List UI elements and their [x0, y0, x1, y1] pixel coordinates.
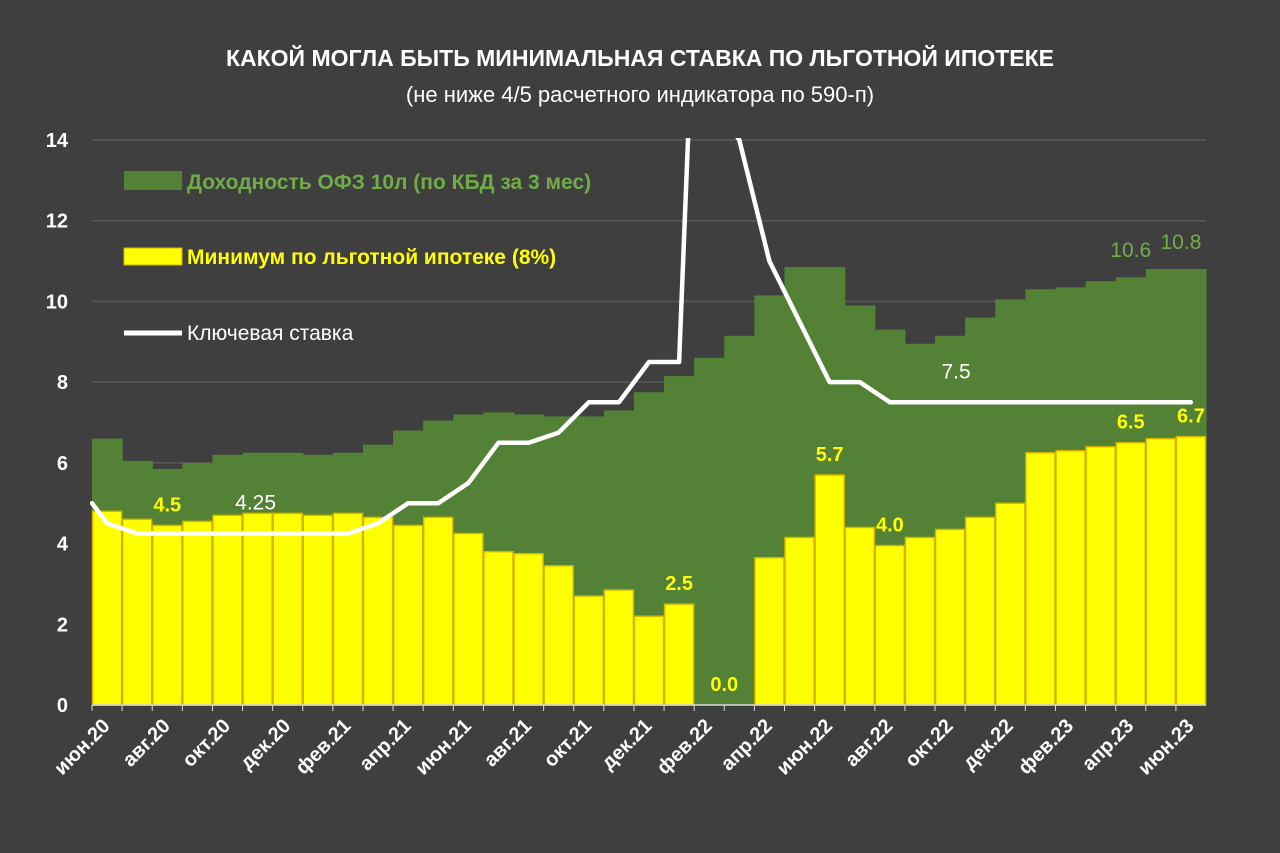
legend-label-ofz-yield: Доходность ОФЗ 10л (по КБД за 3 мес)	[187, 171, 591, 194]
key-rate-line	[90, 138, 1194, 536]
x-tick-label: фев.22	[653, 715, 717, 779]
bar	[121, 518, 153, 706]
bar	[453, 532, 484, 706]
bar	[1175, 435, 1207, 706]
y-tick-label: 12	[46, 211, 68, 233]
legend-label-key-rate: Ключевая ставка	[187, 322, 354, 345]
bar	[1025, 452, 1056, 706]
bar	[573, 595, 605, 706]
chart-title: КАКОЙ МОГЛА БЫТЬ МИНИМАЛЬНАЯ СТАВКА ПО Л…	[226, 44, 1054, 71]
bar	[633, 615, 665, 706]
bar-data-label: 6.7	[1177, 406, 1205, 428]
x-tick-label: июн.22	[773, 715, 838, 780]
bar-data-label: 2.5	[665, 573, 693, 595]
x-tick-label: авг.20	[119, 715, 175, 771]
chart-subtitle: (не ниже 4/5 расчетного индикатора по 59…	[406, 82, 874, 107]
data-labels: 4.5 2.5 0.0 5.7 4.0 6.5 6.7 10.6 10.8 4.25 7.5	[153, 231, 1204, 696]
bar	[1115, 441, 1147, 706]
x-tick-label: апр.23	[1078, 715, 1138, 775]
bar-data-label: 4.0	[876, 515, 904, 537]
area-data-label: 10.8	[1161, 231, 1202, 254]
bar	[964, 516, 996, 706]
bar-data-label: 6.5	[1117, 412, 1145, 434]
x-tick-label: апр.21	[355, 715, 415, 775]
bar	[1085, 445, 1116, 706]
key-rate-polyline	[90, 138, 1194, 536]
bar	[212, 514, 243, 706]
bar	[663, 603, 695, 706]
bar	[182, 520, 213, 706]
bar	[362, 516, 394, 706]
bar	[784, 536, 815, 706]
x-tick-label: дек.22	[959, 715, 1018, 774]
bar	[332, 512, 364, 706]
bar	[513, 552, 544, 706]
bar	[994, 502, 1026, 706]
area-step	[724, 335, 755, 705]
x-tick-label: дек.21	[597, 715, 656, 774]
bar	[603, 589, 635, 706]
legend-label-mortgage-min: Минимум по льготной ипотеке (8%)	[187, 246, 556, 269]
legend: Доходность ОФЗ 10л (по КБД за 3 мес) Мин…	[123, 171, 591, 345]
area-data-label: 10.6	[1110, 239, 1151, 262]
x-tick-label: июн.20	[50, 715, 115, 780]
bar	[422, 516, 454, 706]
bar	[272, 512, 304, 706]
y-tick-label: 14	[46, 130, 69, 152]
x-tick-label: окт.22	[901, 715, 958, 772]
bar	[874, 544, 906, 706]
bar	[934, 528, 966, 706]
y-tick-label: 10	[46, 291, 68, 313]
bar	[151, 524, 183, 706]
bar	[392, 524, 424, 706]
bar-data-label: 0.0	[710, 674, 738, 696]
x-tick-label: окт.20	[178, 715, 235, 772]
line-data-label: 7.5	[941, 360, 970, 383]
x-tick-label: фев.23	[1014, 715, 1078, 779]
bar	[904, 536, 936, 706]
bar	[302, 514, 334, 706]
x-tick-label: фев.21	[291, 715, 355, 779]
legend-swatch-mortgage-min	[123, 247, 183, 266]
legend-swatch-ofz-yield	[124, 171, 182, 190]
bar	[91, 510, 123, 706]
bar	[814, 474, 845, 706]
mortgage-min-bars	[91, 435, 1207, 706]
bar	[1055, 450, 1086, 706]
line-data-label: 4.25	[235, 491, 276, 514]
y-tick-label: 8	[57, 372, 68, 394]
bar	[844, 526, 876, 706]
bar	[754, 556, 785, 706]
x-tick-label: авг.21	[480, 715, 536, 771]
x-tick-label: апр.22	[717, 715, 777, 775]
y-tick-label: 2	[57, 614, 68, 636]
bar	[543, 565, 574, 706]
bar-data-label: 4.5	[153, 494, 181, 516]
bar	[242, 512, 273, 706]
x-tick-label: окт.21	[540, 715, 597, 772]
x-tick-label: июн.21	[411, 715, 476, 780]
area-step	[694, 357, 725, 705]
x-tick-label: авг.22	[841, 715, 897, 771]
x-tick-label: дек.20	[236, 715, 295, 774]
bar	[483, 550, 514, 706]
bar-data-label: 5.7	[816, 444, 844, 466]
y-tick-label: 4	[57, 534, 69, 556]
y-tick-label: 0	[57, 695, 68, 717]
y-tick-label: 6	[57, 453, 68, 475]
bar	[1145, 437, 1177, 706]
x-tick-label: июн.23	[1134, 715, 1199, 780]
